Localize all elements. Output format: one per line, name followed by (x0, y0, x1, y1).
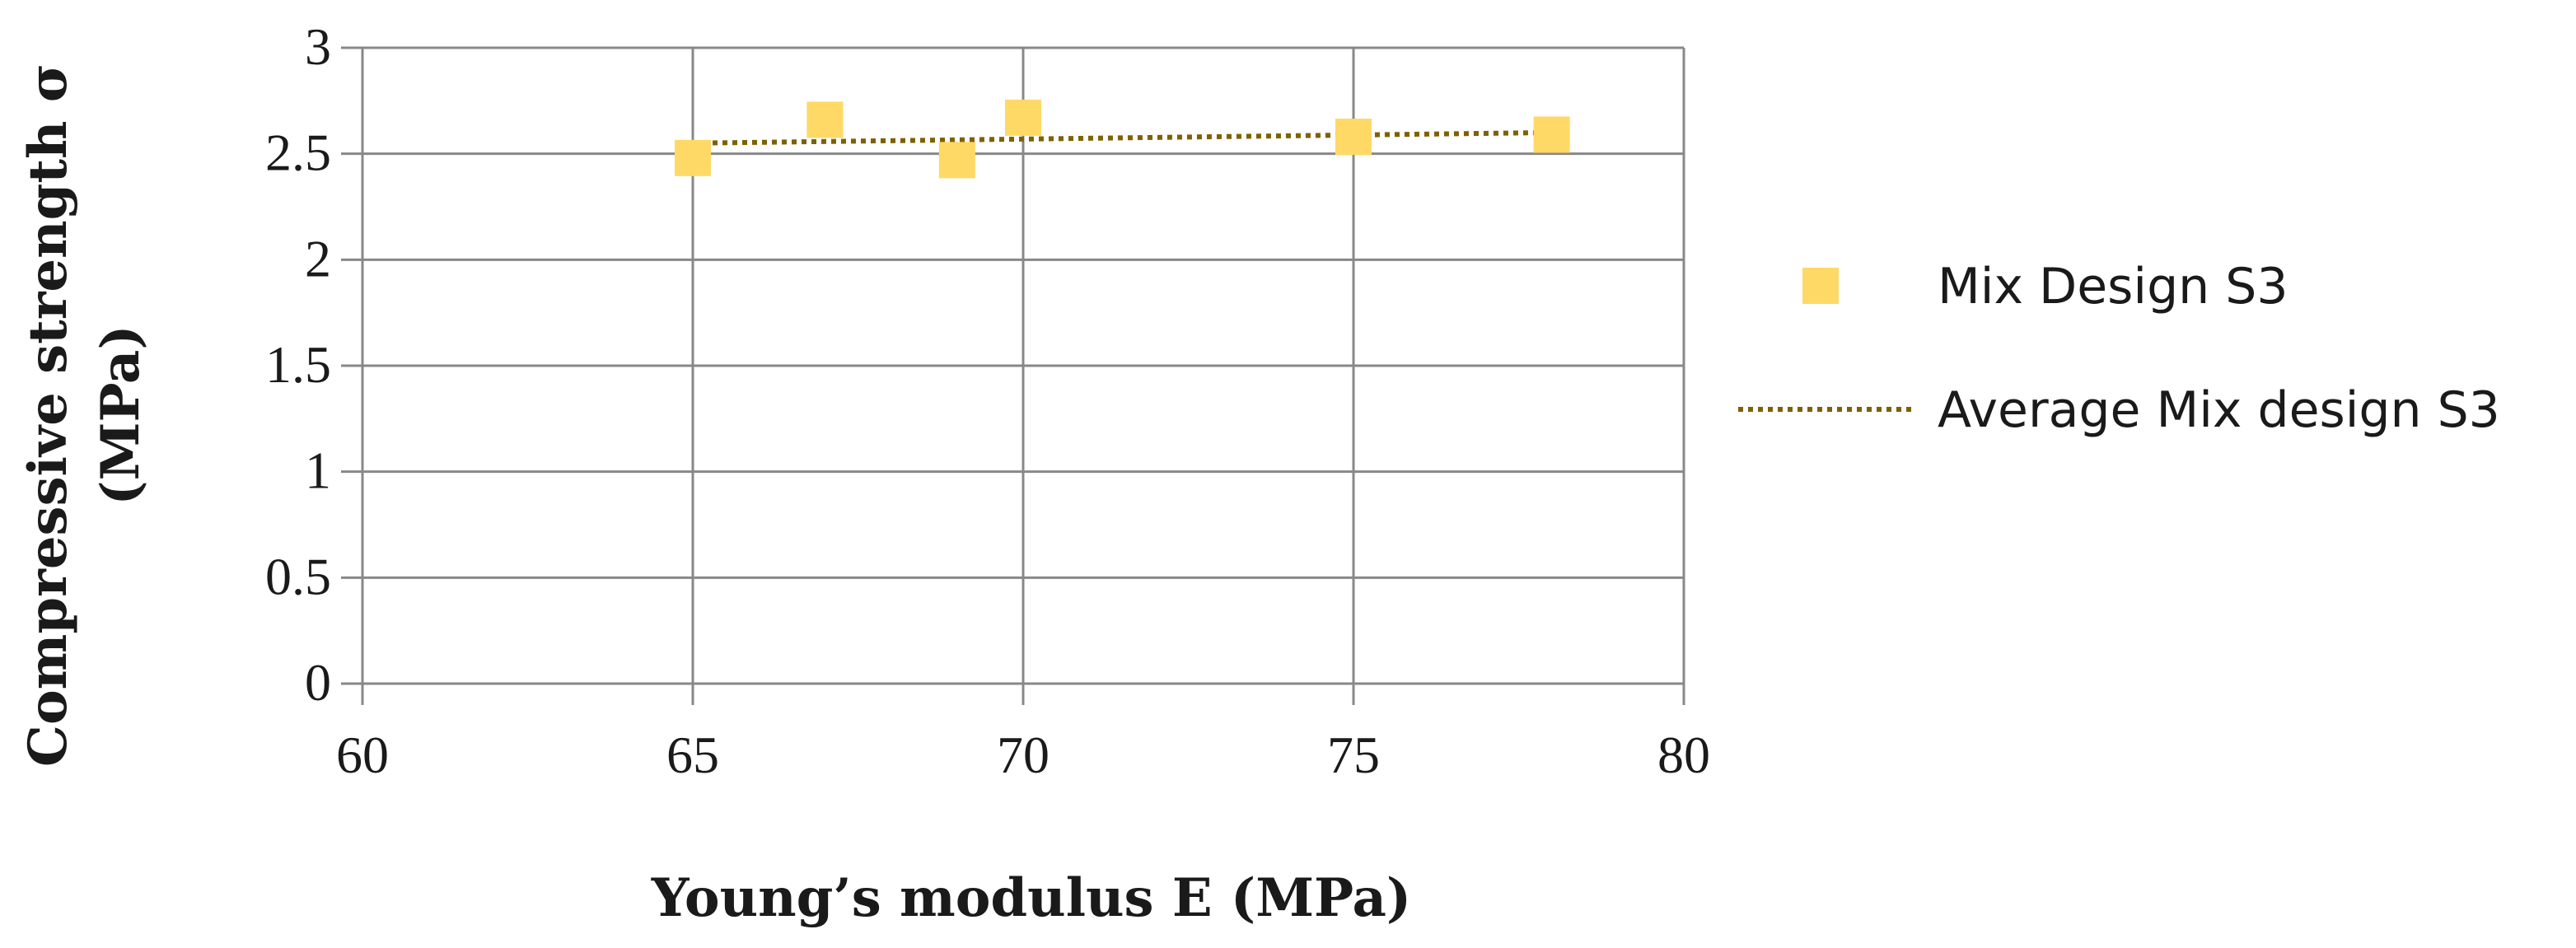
data-point (1533, 116, 1570, 153)
x-axis-title: Young’s modulus E (MPa) (651, 867, 1411, 929)
data-point (1335, 119, 1372, 156)
gridlines (341, 46, 1685, 705)
trendline (692, 129, 1552, 146)
legend: Mix Design S3 Average Mix design S3 (1738, 258, 2500, 439)
x-tick-label: 60 (336, 726, 389, 784)
legend-label-mix-design: Mix Design S3 (1938, 258, 2288, 315)
x-tick-label: 75 (1327, 726, 1380, 784)
y-tick-label: 1 (305, 441, 331, 500)
y-axis-title: Compressive strength σ (MPa) (17, 63, 152, 767)
y-tick-label: 0 (305, 653, 331, 712)
y-tick-label: 2.5 (265, 124, 331, 182)
x-tick-label: 65 (666, 726, 719, 784)
data-point (938, 142, 975, 179)
y-tick-label: 2 (305, 229, 331, 287)
y-tick-label: 3 (305, 17, 331, 76)
x-tick-label: 70 (997, 726, 1050, 784)
x-tick-label: 80 (1657, 726, 1710, 784)
y-axis-title-line2: (MPa) (90, 325, 152, 505)
legend-label-average: Average Mix design S3 (1938, 381, 2500, 439)
data-point (1005, 99, 1041, 136)
y-tick-label: 0.5 (265, 547, 331, 605)
data-point (675, 139, 711, 176)
legend-marker-square (1802, 268, 1839, 304)
tick-labels: 0 0.5 1 1.5 2 2.5 3 60 65 70 75 80 (265, 17, 1710, 784)
series (675, 99, 1570, 179)
y-tick-label: 1.5 (265, 335, 331, 394)
data-point (806, 101, 844, 138)
y-axis-title-line1: Compressive strength σ (17, 63, 79, 767)
